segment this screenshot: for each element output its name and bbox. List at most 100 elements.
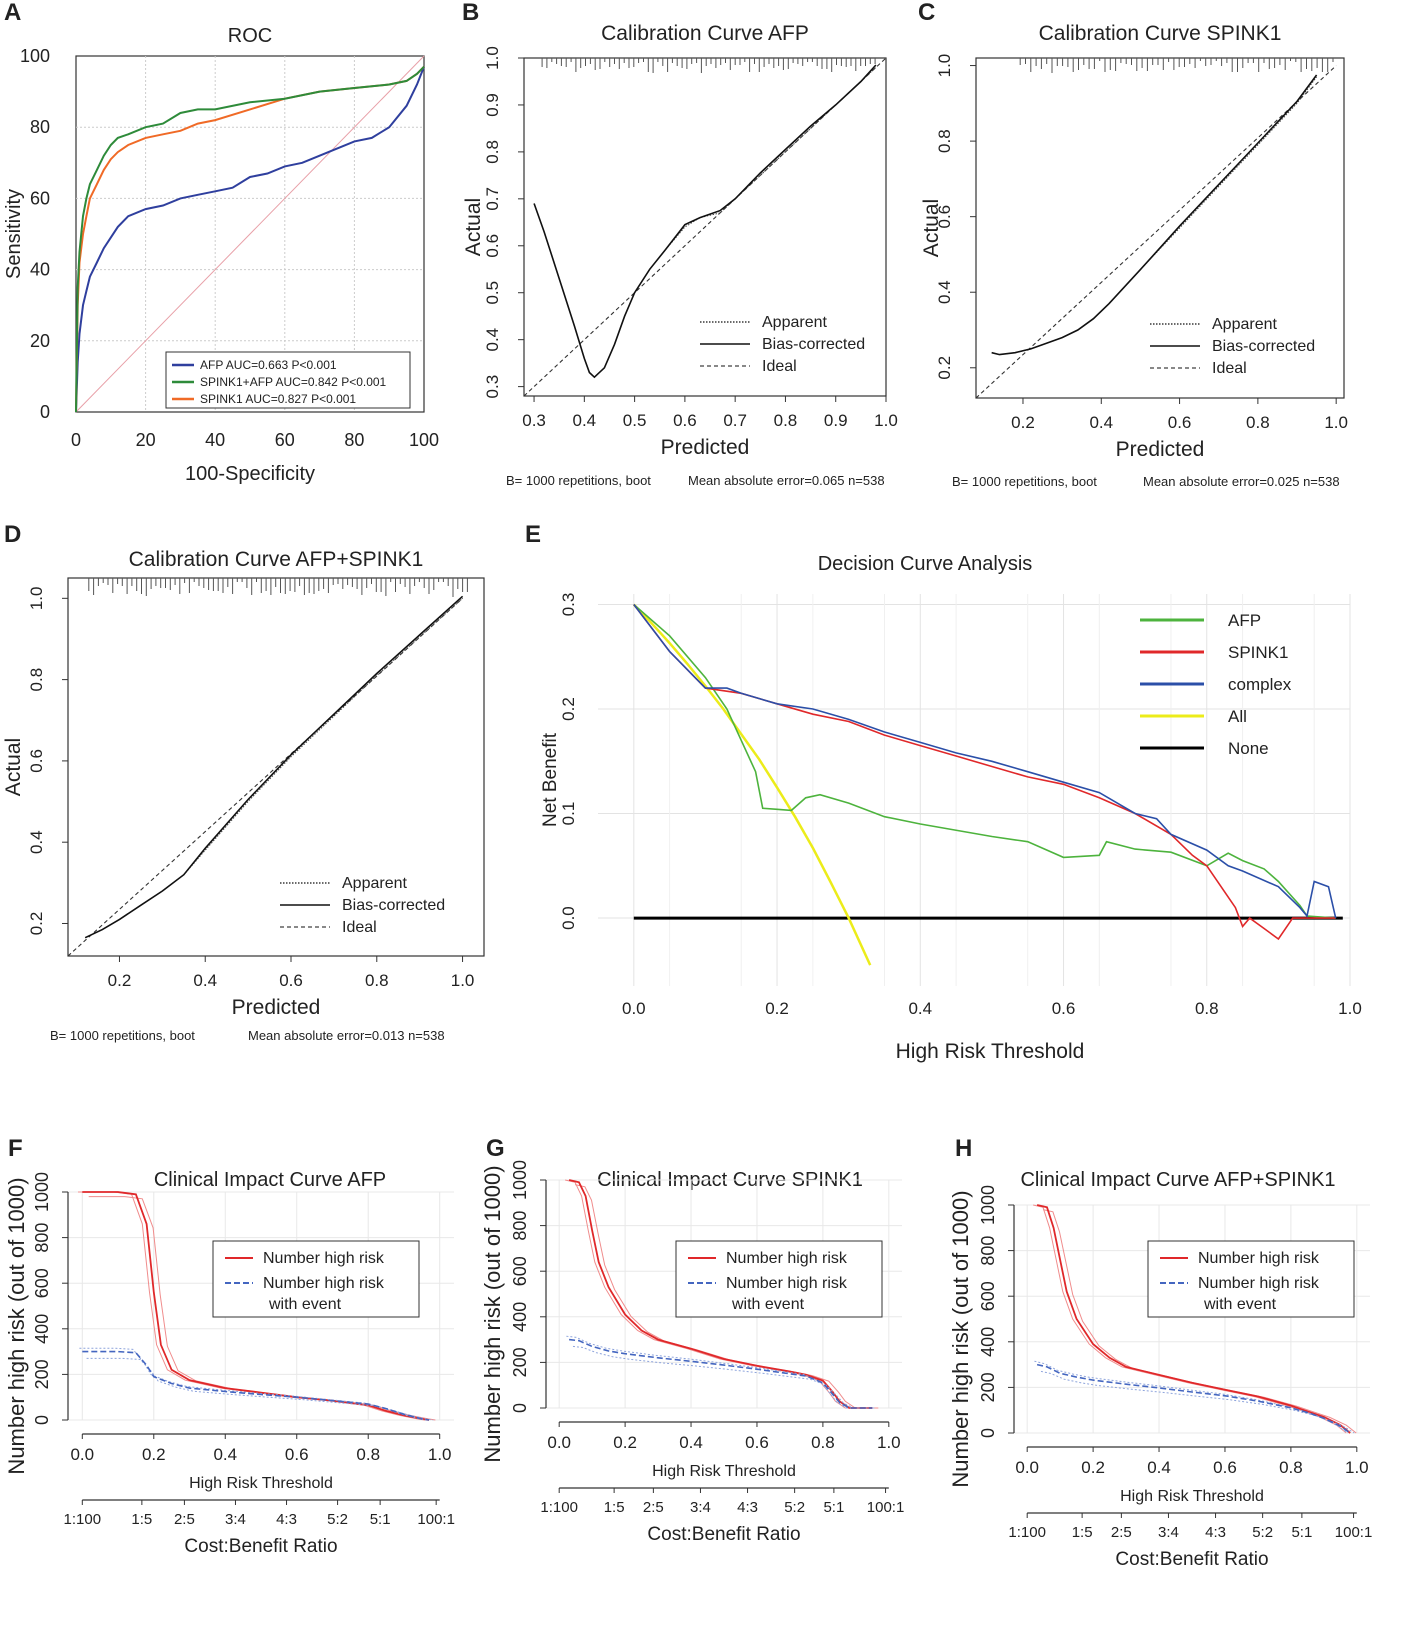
- calibration-d-xtick-label: 0.6: [279, 971, 303, 990]
- calibration-b-title: Calibration Curve AFP: [601, 22, 809, 45]
- clinical-impact-h-cost-benefit-tick-label: 3:4: [1158, 1524, 1179, 1541]
- calibration-b-ytick-label: 0.6: [483, 234, 502, 258]
- clinical-impact-f-cost-benefit-tick-label: 5:2: [327, 1511, 348, 1528]
- calibration-c-ytick-label: 0.8: [935, 129, 954, 153]
- clinical-impact-h-event-ci-lower: [1040, 1370, 1355, 1434]
- clinical-impact-g-cost-benefit-tick-label: 2:5: [643, 1499, 664, 1516]
- clinical-impact-f-xtick-label: 0.6: [285, 1445, 309, 1464]
- dca-series-spink1: [633, 604, 1336, 941]
- calibration-c-xtick-label: 0.8: [1246, 413, 1270, 432]
- calibration-b-y-axis-label: Actual: [462, 198, 485, 256]
- roc-ytick-label: 100: [20, 46, 50, 66]
- clinical-impact-h-cost-benefit-tick-label: 2:5: [1111, 1524, 1132, 1541]
- clinical-impact-g-x-axis-label: High Risk Threshold: [652, 1463, 796, 1480]
- clinical-impact-h-event-line: [1036, 1363, 1351, 1434]
- clinical-impact-h-xtick-label: 0.8: [1279, 1458, 1303, 1477]
- clinical-impact-f-cost-benefit-tick-label: 4:3: [276, 1511, 297, 1528]
- calibration-c-ytick-label: 0.6: [935, 205, 954, 229]
- clinical-impact-g-cost-benefit-tick-label: 1:5: [604, 1499, 625, 1516]
- clinical-impact-g-cost-benefit-tick-label: 100:1: [867, 1499, 905, 1516]
- panel-letter-d: D: [4, 521, 21, 548]
- calibration-b-ytick-label: 0.8: [483, 140, 502, 164]
- dca-ytick-label: 0.1: [559, 802, 578, 826]
- clinical-impact-f-high-risk-ci-lower: [78, 1191, 425, 1421]
- calibration-c-rug: [1019, 58, 1334, 73]
- dca-legend-entry: All: [1228, 707, 1247, 726]
- clinical-impact-g-high-risk-line: [568, 1179, 873, 1409]
- clinical-impact-f-ytick-label: 800: [32, 1223, 52, 1253]
- clinical-impact-h-title: Clinical Impact Curve AFP+SPINK1: [1020, 1169, 1335, 1191]
- roc-series-spink1-afp: [75, 65, 425, 413]
- clinical-impact-f-event-line: [82, 1350, 430, 1421]
- calibration-d-ytick-label: 0.6: [27, 749, 46, 773]
- clinical-impact-g-legend-entry: with event: [731, 1296, 805, 1313]
- clinical-impact-f-x-axis-label: High Risk Threshold: [189, 1475, 333, 1492]
- calibration-b-ytick-label: 0.3: [483, 375, 502, 399]
- dca-xtick-label: 0.2: [765, 999, 789, 1018]
- clinical-impact-g-event-ci-upper: [566, 1335, 870, 1409]
- roc-xtick-label: 0: [71, 430, 81, 450]
- roc-ytick-label: 20: [30, 331, 50, 351]
- calibration-c-title: Calibration Curve SPINK1: [1039, 22, 1282, 45]
- calibration-b-bias-corrected-line: [533, 64, 877, 379]
- clinical-impact-g-y-axis-label: Number high risk (out of 1000): [480, 1165, 505, 1462]
- clinical-impact-h-xtick-label: 0.4: [1147, 1458, 1171, 1477]
- clinical-impact-g-event-line: [569, 1338, 873, 1409]
- clinical-impact-g-xtick-label: 0.2: [613, 1433, 637, 1452]
- clinical-impact-f-cost-benefit-tick-label: 1:5: [131, 1511, 152, 1528]
- roc-legend: [165, 351, 411, 409]
- roc-legend-entry: SPINK1 AUC=0.827 P<0.001: [200, 392, 356, 406]
- roc-legend-entry: SPINK1+AFP AUC=0.842 P<0.001: [200, 375, 387, 389]
- panel-letter-g: G: [486, 1135, 505, 1162]
- calibration-c-ideal-line: [975, 65, 1337, 399]
- panel-letter-a: A: [4, 0, 21, 26]
- calibration-b-rug: [541, 58, 876, 73]
- roc-ytick-label: 60: [30, 188, 50, 208]
- calibration-c-apparent-line: [991, 76, 1318, 356]
- clinical-impact-f-cost-benefit-tick-label: 2:5: [174, 1511, 195, 1528]
- clinical-impact-g-cost-benefit-axis-label: Cost:Benefit Ratio: [647, 1524, 800, 1545]
- clinical-impact-g-cost-benefit-tick-label: 5:1: [823, 1499, 844, 1516]
- calibration-d-legend-entry: Bias-corrected: [342, 897, 445, 914]
- clinical-impact-h-ytick-label: 1000: [978, 1185, 998, 1225]
- clinical-impact-h-cost-benefit-tick-label: 5:2: [1252, 1524, 1273, 1541]
- clinical-impact-f-xtick-label: 0.0: [70, 1445, 94, 1464]
- calibration-c-x-axis-label: Predicted: [1116, 438, 1205, 461]
- calibration-c-legend-entry: Ideal: [1212, 360, 1247, 377]
- clinical-impact-h-xtick-label: 1.0: [1345, 1458, 1369, 1477]
- calibration-b-xtick-label: 0.4: [573, 411, 597, 430]
- clinical-impact-h-ytick-label: 400: [978, 1327, 998, 1357]
- dca-legend-entry: AFP: [1228, 611, 1261, 630]
- calibration-b-legend-entry: Bias-corrected: [762, 336, 865, 353]
- clinical-impact-f-cost-benefit-axis-label: Cost:Benefit Ratio: [184, 1536, 337, 1557]
- calibration-d-legend-entry: Ideal: [342, 919, 377, 936]
- clinical-impact-f-legend-entry: with event: [268, 1296, 342, 1313]
- roc-y-axis-label: Sensitivity: [3, 189, 25, 279]
- clinical-impact-f-cost-benefit-tick-label: 1:100: [64, 1511, 102, 1528]
- calibration-d-xtick-label: 0.8: [365, 971, 389, 990]
- clinical-impact-g-legend-entry: Number high risk: [726, 1275, 848, 1292]
- clinical-impact-g-xtick-label: 0.8: [811, 1433, 835, 1452]
- calibration-c-footnote: B= 1000 repetitions, boot: [952, 474, 1097, 489]
- clinical-impact-g-ytick-label: 400: [510, 1302, 530, 1332]
- clinical-impact-f-cost-benefit-tick-label: 100:1: [417, 1511, 455, 1528]
- roc-ytick-label: 80: [30, 117, 50, 137]
- clinical-impact-g-ytick-label: 0: [510, 1403, 530, 1413]
- roc-xtick-label: 20: [136, 430, 156, 450]
- dca-series-afp: [633, 603, 1336, 919]
- calibration-d-y-axis-label: Actual: [2, 738, 25, 796]
- calibration-d-rug: [88, 578, 468, 597]
- calibration-d-ideal-line: [67, 597, 463, 957]
- clinical-impact-h-high-risk-ci-lower: [1032, 1204, 1347, 1434]
- clinical-impact-g-cost-benefit-tick-label: 4:3: [737, 1499, 758, 1516]
- dca-legend-entry: complex: [1228, 675, 1292, 694]
- panel-letter-f: F: [8, 1135, 23, 1162]
- clinical-impact-h-event-ci-upper: [1034, 1360, 1348, 1434]
- clinical-impact-g-cost-benefit-tick-label: 5:2: [784, 1499, 805, 1516]
- clinical-impact-f-legend: [212, 1240, 420, 1318]
- clinical-impact-g-ytick-label: 200: [510, 1347, 530, 1377]
- roc-xtick-label: 80: [344, 430, 364, 450]
- roc-xtick-label: 100: [409, 430, 439, 450]
- dca-series-complex: [633, 604, 1337, 919]
